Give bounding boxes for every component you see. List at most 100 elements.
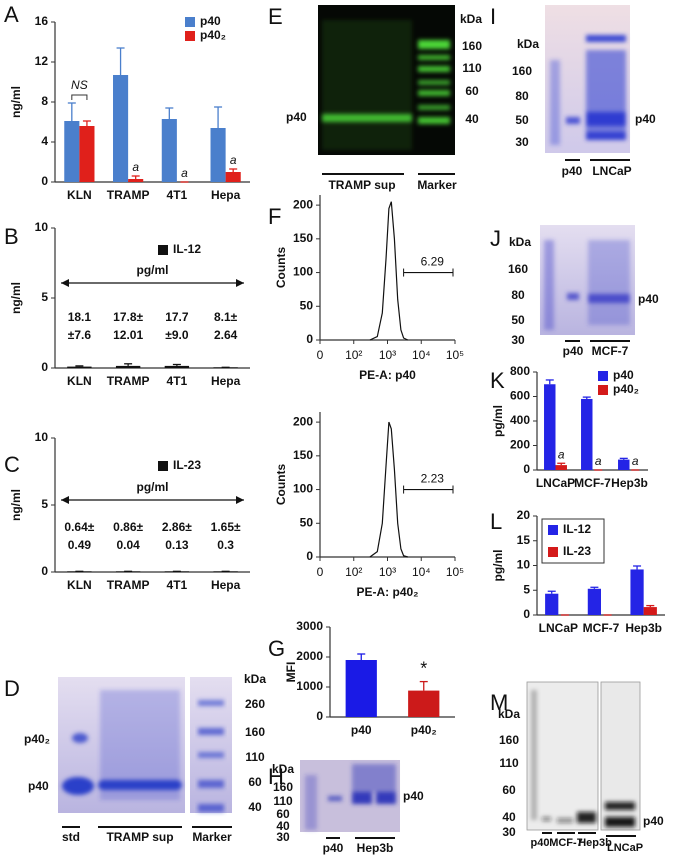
annotation: a: [181, 166, 188, 180]
table-cell: 0.04: [116, 538, 140, 552]
y-tick-label: 2000: [296, 649, 323, 663]
table-cell: 2.86±: [162, 520, 192, 534]
annotation: a: [595, 454, 602, 468]
panel-letter: A: [4, 2, 19, 27]
annotation: a: [132, 160, 139, 174]
legend-swatch: [185, 17, 195, 27]
y-tick-label: 600: [510, 389, 530, 403]
marker-label: 60: [276, 807, 290, 821]
lane-label: p40: [563, 344, 584, 358]
bar: [161, 119, 177, 182]
x-tick-label: Hep3b: [611, 476, 648, 490]
x-tick-label: p40: [351, 723, 372, 737]
bar: [345, 660, 377, 717]
y-tick-label: 800: [510, 364, 530, 378]
y-tick-label: 0: [306, 549, 313, 563]
bar: [225, 172, 241, 182]
legend-label: IL-12: [173, 242, 201, 256]
table-cell: 0.3: [217, 538, 234, 552]
kda-label: kDa: [244, 672, 266, 686]
bar: [64, 121, 80, 182]
y-tick-label: 0: [41, 174, 48, 188]
marker-label: 160: [273, 780, 293, 794]
bar: [79, 126, 95, 182]
y-tick-label: 0: [306, 332, 313, 346]
bar: [128, 179, 144, 182]
bar: [67, 366, 92, 368]
y-tick-label: 150: [293, 448, 313, 462]
kda-label: kDa: [509, 235, 531, 249]
lane-label: LNCaP: [592, 164, 631, 178]
x-tick-label: TRAMP: [107, 578, 150, 592]
marker-label: 60: [502, 783, 516, 797]
lane-label: p40: [323, 841, 344, 855]
panel-letter: H: [268, 764, 284, 789]
legend-box: [541, 518, 605, 564]
y-tick-label: 5: [523, 582, 530, 596]
panel-letter: I: [490, 4, 496, 29]
lane-label: LNCaP: [607, 842, 643, 854]
panel-letter: B: [4, 224, 19, 249]
y-tick-label: 200: [510, 438, 530, 452]
x-tick-label: 10³: [379, 565, 396, 579]
lane-label: Hep3b: [578, 837, 612, 849]
y-tick-label: 4: [41, 134, 48, 148]
bar: [113, 75, 129, 182]
lane-label: TRAMP sup: [328, 178, 395, 192]
histogram-curve: [369, 201, 409, 341]
x-tick-label: 10²: [345, 565, 362, 579]
bar: [544, 384, 556, 470]
gel-h: kDa 160 110 60 40 30 p40 p40 Hep3b: [272, 760, 424, 855]
x-axis-label: PE-A: p40₂: [356, 585, 418, 599]
bar: [545, 593, 559, 615]
legend-swatch: [548, 547, 558, 557]
y-tick-label: 5: [41, 497, 48, 511]
marker-label: 160: [508, 262, 528, 276]
lane-label: MCF-7: [592, 344, 629, 358]
marker-label: 160: [499, 733, 519, 747]
bar: [643, 607, 657, 615]
legend-label: IL-23: [563, 544, 591, 558]
band-label: p40: [638, 292, 659, 306]
lane-label: MCF-7: [549, 837, 583, 849]
x-tick-label: 10⁴: [412, 348, 431, 362]
x-tick-label: 10⁵: [446, 348, 464, 362]
x-tick-label: 0: [317, 565, 324, 579]
y-tick-label: 100: [293, 265, 313, 279]
bar: [630, 569, 644, 615]
x-tick-label: 4T1: [167, 188, 188, 202]
y-tick-label: 16: [35, 14, 49, 28]
x-tick-label: KLN: [67, 188, 92, 202]
gel-j: kDa 160 80 50 30 p40 p40 MCF-7: [508, 225, 659, 358]
bar: [587, 588, 601, 615]
x-tick-label: MCF-7: [583, 621, 620, 635]
x-tick-label: 0: [317, 348, 324, 362]
marker-label: 110: [245, 750, 265, 764]
table-cell: 2.64: [214, 328, 238, 342]
band-label: p40: [28, 779, 49, 793]
annotation: NS: [71, 78, 88, 92]
legend-swatch: [598, 385, 608, 395]
marker-label: 60: [465, 84, 479, 98]
band-label: p40₂: [24, 732, 50, 746]
y-tick-label: 0: [523, 607, 530, 621]
panel-letter: C: [4, 452, 20, 477]
gel-d: kDa 260 160 110 60 40 p40₂ p40 std TRAMP…: [24, 672, 266, 844]
y-tick-label: 50: [300, 515, 314, 529]
x-tick-label: Hepa: [211, 578, 241, 592]
x-tick-label: p40₂: [411, 723, 437, 737]
x-tick-label: Hepa: [211, 188, 241, 202]
x-tick-label: 10³: [379, 348, 396, 362]
x-tick-label: 4T1: [167, 374, 188, 388]
marker-label: 30: [515, 135, 529, 149]
y-tick-label: 12: [35, 54, 49, 68]
marker-label: 160: [462, 39, 482, 53]
table-cell: ±9.0: [165, 328, 189, 342]
table-cell: 0.13: [165, 538, 189, 552]
panel-letter: G: [268, 636, 285, 661]
panel-letter: J: [490, 226, 501, 251]
kda-label: kDa: [517, 37, 539, 51]
note: pg/ml: [137, 263, 169, 277]
legend-swatch: [548, 525, 558, 535]
